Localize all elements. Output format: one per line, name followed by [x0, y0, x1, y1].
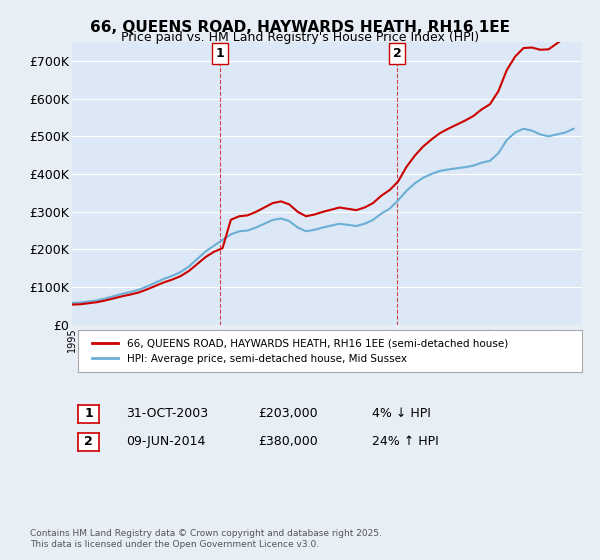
Text: 4% ↓ HPI: 4% ↓ HPI: [372, 407, 431, 421]
Text: Price paid vs. HM Land Registry's House Price Index (HPI): Price paid vs. HM Land Registry's House …: [121, 31, 479, 44]
Text: Contains HM Land Registry data © Crown copyright and database right 2025.
This d: Contains HM Land Registry data © Crown c…: [30, 529, 382, 549]
Text: 1: 1: [215, 47, 224, 60]
Text: 24% ↑ HPI: 24% ↑ HPI: [372, 435, 439, 449]
Text: 66, QUEENS ROAD, HAYWARDS HEATH, RH16 1EE: 66, QUEENS ROAD, HAYWARDS HEATH, RH16 1E…: [90, 20, 510, 35]
Text: 31-OCT-2003: 31-OCT-2003: [126, 407, 208, 421]
Legend: 66, QUEENS ROAD, HAYWARDS HEATH, RH16 1EE (semi-detached house), HPI: Average pr: 66, QUEENS ROAD, HAYWARDS HEATH, RH16 1E…: [88, 335, 512, 368]
Text: £380,000: £380,000: [258, 435, 318, 449]
Text: 2: 2: [84, 435, 93, 449]
Text: 09-JUN-2014: 09-JUN-2014: [126, 435, 205, 449]
Text: £203,000: £203,000: [258, 407, 317, 421]
Text: 2: 2: [392, 47, 401, 60]
Text: 1: 1: [84, 407, 93, 421]
